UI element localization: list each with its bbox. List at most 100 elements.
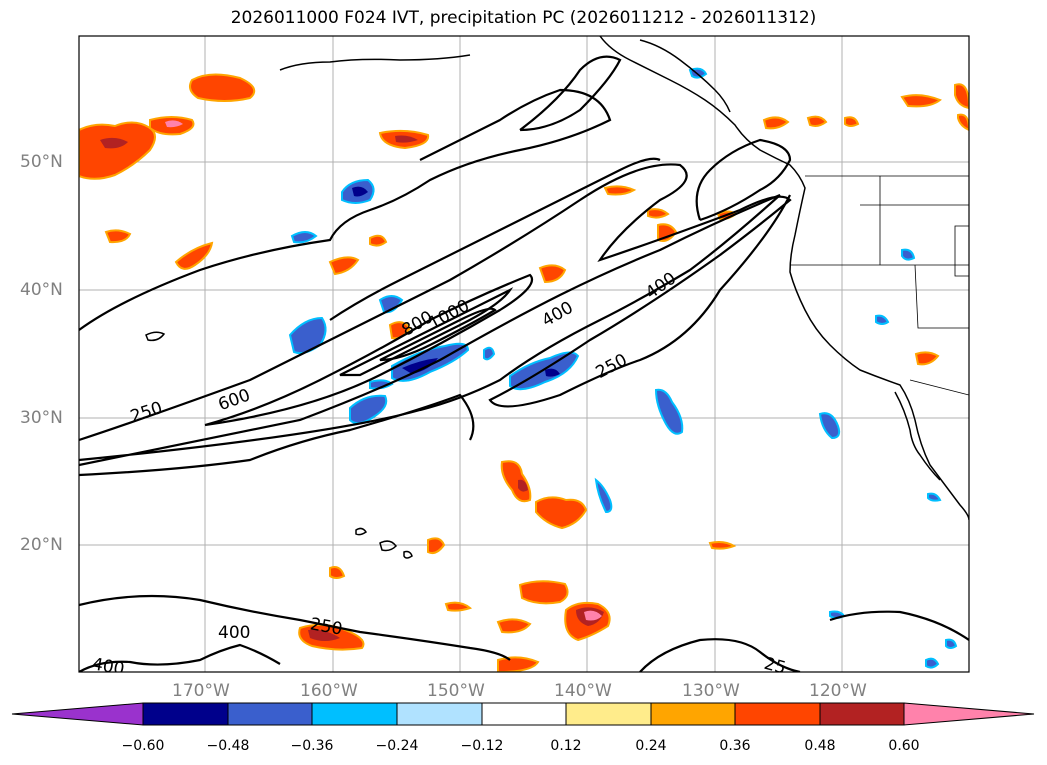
- ivt-contour-1000: [379, 307, 497, 362]
- precip-blob: [925, 657, 940, 669]
- coast-aleutian: [279, 54, 471, 71]
- coastlines: [145, 36, 969, 559]
- colorbar-tick-label: 0.12: [550, 738, 582, 754]
- precip-blob: [395, 135, 418, 143]
- ivt-contour-250: [79, 163, 792, 442]
- precip-blob: [369, 379, 394, 390]
- colorbar-segment: [142, 702, 229, 726]
- precip-blob: [545, 368, 560, 377]
- coast-hawaii-1: [379, 540, 397, 552]
- precip-blob: [483, 346, 496, 361]
- colorbar-tick-label: −0.36: [290, 738, 334, 754]
- precip-blob: [708, 541, 737, 550]
- ivt-contour-southeast: [639, 638, 801, 672]
- precip-blob: [308, 629, 340, 641]
- map-background: [79, 36, 969, 672]
- colorbar-segment: [396, 702, 483, 726]
- colorbar-tick-label: 0.24: [635, 738, 667, 754]
- ivt-contour-north-pacific: [519, 55, 622, 132]
- state-borders: [790, 175, 969, 396]
- ivt-contour-south-400: [79, 643, 281, 672]
- coast-north-america: [599, 36, 969, 521]
- colorbar-extend-high: [903, 702, 1035, 726]
- latitude-label: 20°N: [20, 535, 63, 555]
- ivt-contour-600: [204, 273, 533, 427]
- colorbar-tick-label: −0.60: [121, 738, 165, 754]
- colorbar-segment: [565, 702, 652, 726]
- colorbar-tick-label: −0.24: [375, 738, 419, 754]
- colorbar-segment: [734, 702, 821, 726]
- colorbar-tick-label: 0.36: [719, 738, 751, 754]
- colorbar-tick-label: −0.48: [206, 738, 250, 754]
- longitude-label: 170°W: [172, 681, 230, 701]
- contour-label: 400: [218, 623, 250, 643]
- map-frame: [78, 35, 970, 673]
- precip-blob: [189, 73, 256, 102]
- longitude-label: 160°W: [300, 681, 358, 701]
- contour-label: 25: [762, 654, 788, 679]
- map-title: 2026011000 F024 IVT, precipitation PC (2…: [230, 8, 817, 28]
- precip-blob: [818, 412, 841, 440]
- precip-blob: [594, 477, 613, 514]
- ivt-contour-800: [339, 287, 514, 377]
- latitude-label: 30°N: [20, 408, 63, 428]
- precip-blob: [518, 580, 569, 605]
- precip-blob: [328, 256, 360, 276]
- latitude-label: 50°N: [20, 152, 63, 172]
- precip-blob: [402, 358, 438, 374]
- precip-blob: [388, 321, 412, 340]
- precip-negative-areas: [288, 67, 958, 669]
- precip-blob: [584, 610, 602, 621]
- colorbar-tick-label: 0.48: [804, 738, 836, 754]
- colorbar-extend-low: [11, 702, 144, 726]
- precip-blob: [496, 618, 532, 634]
- ivt-contours: [79, 55, 969, 672]
- precip-blob: [603, 185, 637, 196]
- longitude-label: 130°W: [682, 681, 740, 701]
- precip-blob: [945, 638, 958, 649]
- coast-island: [145, 331, 166, 342]
- precip-blob: [352, 186, 368, 197]
- longitude-label: 140°W: [554, 681, 612, 701]
- colorbar-tick-label: 0.60: [888, 738, 920, 754]
- precip-positive-areas: [79, 73, 969, 672]
- precip-blob: [875, 314, 890, 325]
- coast-hawaii-2: [355, 527, 368, 536]
- precip-blob: [174, 241, 214, 270]
- longitude-label: 120°W: [809, 681, 867, 701]
- precip-blob: [927, 492, 942, 502]
- precip-blob: [654, 388, 684, 435]
- ivt-contour-coast: [695, 138, 792, 222]
- precip-blob: [900, 94, 942, 108]
- colorbar-segment: [227, 702, 313, 726]
- precip-blob: [104, 229, 132, 244]
- longitude-label: 150°W: [427, 681, 485, 701]
- precip-blob: [806, 115, 828, 127]
- colorbar-segment: [311, 702, 398, 726]
- latitude-label: 40°N: [20, 280, 63, 300]
- coast-hawaii-3: [403, 550, 413, 559]
- precip-blob: [647, 208, 670, 219]
- colorbar: [11, 702, 1035, 726]
- precip-blob: [657, 223, 678, 242]
- colorbar-segment: [481, 702, 567, 726]
- precip-blob: [369, 234, 388, 247]
- ivt-contour-400-north: [329, 157, 661, 321]
- precip-blob: [914, 351, 940, 366]
- precip-blob: [100, 137, 128, 149]
- precip-blob: [538, 264, 567, 284]
- precip-blob: [427, 537, 446, 555]
- precip-blob: [165, 120, 183, 128]
- ivt-contour-south-250: [79, 594, 511, 661]
- precip-blob: [444, 601, 473, 612]
- coast-alaska-islands: [639, 39, 731, 113]
- precip-blob: [535, 496, 588, 530]
- ivt-contour-250-north: [79, 88, 612, 331]
- precip-blob: [79, 121, 156, 180]
- precip-blob: [901, 248, 916, 261]
- coast-baja: [894, 391, 941, 481]
- colorbar-segment: [819, 702, 905, 726]
- precip-blob: [762, 116, 790, 130]
- ivt-contour-east: [829, 610, 969, 641]
